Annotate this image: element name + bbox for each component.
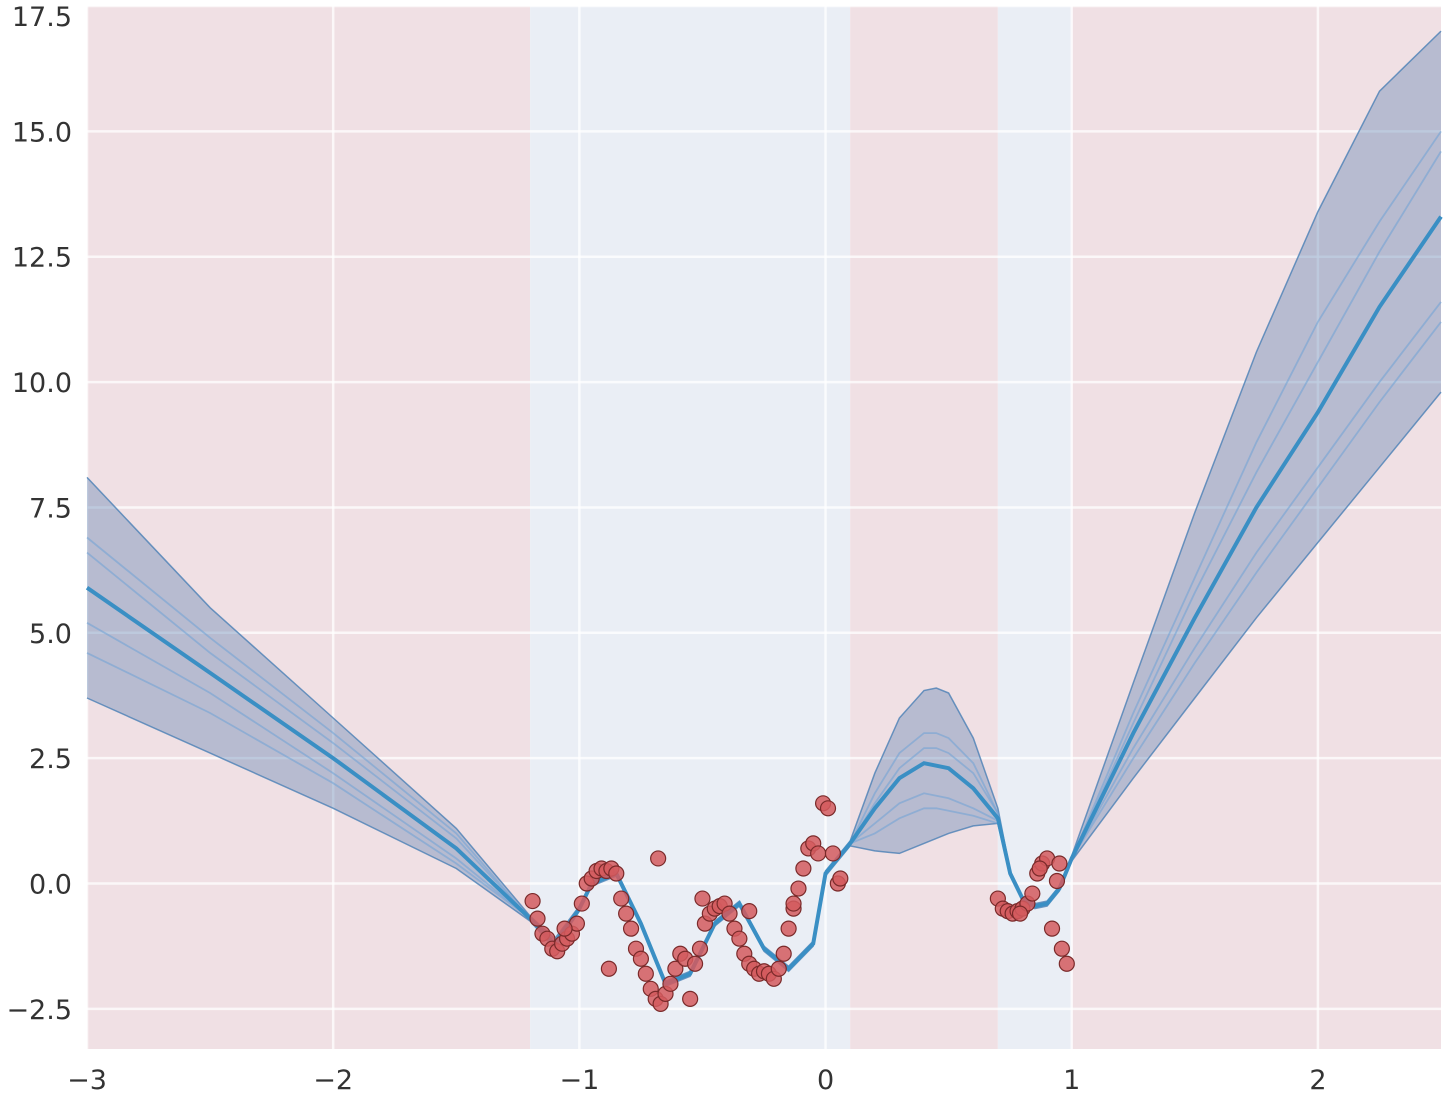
observation-point <box>790 880 807 897</box>
observation-point <box>622 920 640 937</box>
x-tick-label: 1 <box>1063 1065 1080 1096</box>
observation-point <box>662 975 679 992</box>
y-tick-label: 10.0 <box>12 368 72 399</box>
observation-point <box>691 940 709 957</box>
observation-point <box>741 903 758 920</box>
x-tick-label: 2 <box>1309 1065 1326 1096</box>
observation-point <box>1011 905 1029 922</box>
grid <box>85 4 1441 1049</box>
y-tick-label: 2.5 <box>29 744 72 775</box>
observation-point <box>600 960 618 977</box>
y-axis-ticks: −2.5 0.0 2.5 5.0 7.5 10.0 12.5 15.0 17.5 <box>6 2 72 1026</box>
observation-point <box>819 800 837 817</box>
plot-background <box>87 6 1441 1049</box>
observation-point <box>682 990 699 1007</box>
observation-point <box>770 960 787 977</box>
observation-point <box>1051 855 1068 872</box>
observation-point <box>667 960 684 977</box>
observation-point <box>785 895 802 912</box>
observation-point <box>1024 885 1041 902</box>
region-data-1 <box>530 6 851 1049</box>
observation-point <box>650 850 667 867</box>
observation-point <box>573 895 590 912</box>
x-tick-label: 0 <box>817 1065 834 1096</box>
y-tick-label: 12.5 <box>12 243 72 274</box>
observation-point <box>832 870 849 887</box>
y-tick-label: 5.0 <box>29 619 72 650</box>
observation-point <box>529 910 546 927</box>
y-tick-label: 15.0 <box>12 117 72 148</box>
observation-point <box>780 920 797 937</box>
x-tick-label: −1 <box>559 1065 599 1096</box>
region-extrapolation-2 <box>850 6 998 1049</box>
y-tick-label: 7.5 <box>29 493 72 524</box>
observation-point <box>1043 920 1061 937</box>
observation-point <box>1053 940 1070 957</box>
observation-point <box>721 905 738 922</box>
region-extrapolation-0 <box>87 6 531 1049</box>
observation-point <box>1031 860 1048 877</box>
x-tick-label: −3 <box>67 1065 107 1096</box>
observation-point <box>613 890 630 907</box>
observation-point <box>1058 955 1075 972</box>
observation-point <box>824 845 842 862</box>
observation-point <box>1048 872 1066 890</box>
y-tick-label: −2.5 <box>6 995 72 1026</box>
x-tick-label: −2 <box>313 1065 353 1096</box>
observation-point <box>694 890 711 907</box>
observation-point <box>608 865 625 882</box>
x-axis-ticks: −3 −2 −1 0 1 2 <box>67 1065 1326 1096</box>
observation-point <box>632 950 650 967</box>
y-tick-label: 17.5 <box>12 2 72 33</box>
observation-point <box>810 845 827 862</box>
observation-point <box>795 860 812 877</box>
observation-point <box>524 892 541 910</box>
observation-point <box>637 965 654 982</box>
observation-point <box>686 955 704 972</box>
y-tick-label: 0.0 <box>29 870 72 901</box>
region-extrapolation-4 <box>1071 6 1441 1049</box>
observation-point <box>775 945 792 962</box>
observation-point <box>556 920 573 937</box>
observation-point <box>731 930 748 947</box>
observation-point <box>618 905 635 922</box>
observation-points <box>524 795 1075 1012</box>
